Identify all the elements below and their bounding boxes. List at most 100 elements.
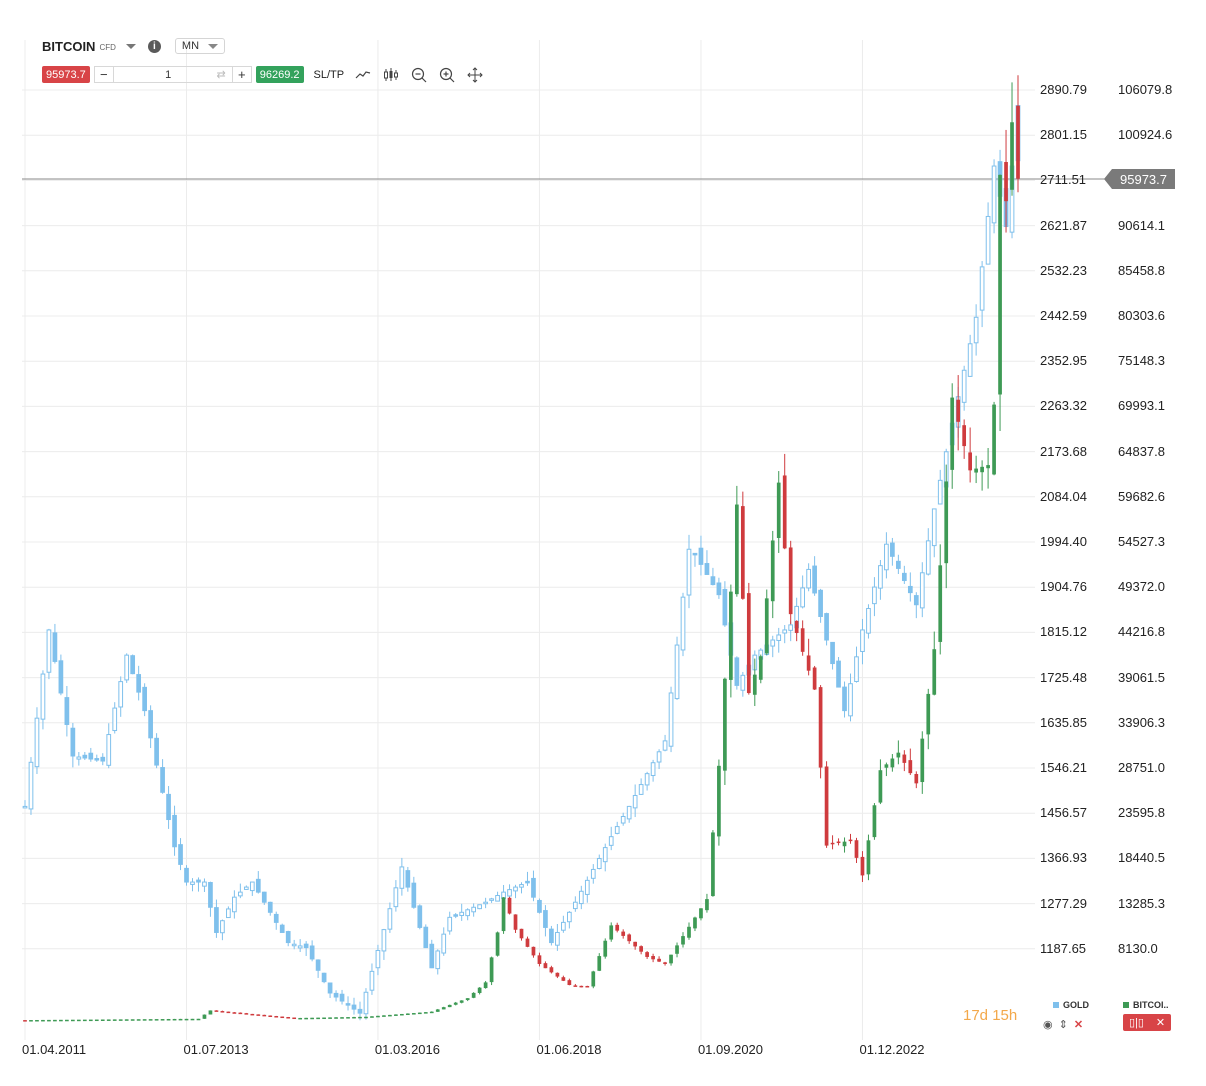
quantity-field[interactable]: 1 ⇄ (112, 67, 233, 82)
bitcoin-tick-label: 64837.8 (1118, 443, 1165, 459)
candle-body (106, 734, 112, 766)
candle-body (919, 572, 925, 609)
candle-body (699, 908, 703, 919)
candle-body (872, 805, 877, 838)
candle-body (298, 1017, 303, 1020)
bitcoin-tick-label: 85458.8 (1118, 262, 1165, 278)
candle-body (770, 540, 775, 602)
gold-tick-label: 2084.04 (1040, 488, 1087, 504)
candle-body (220, 1011, 225, 1013)
candles-icon[interactable] (382, 66, 400, 84)
bitcoin-legend-label: BITCOI.. (1133, 1000, 1169, 1010)
candle-body (65, 1019, 69, 1022)
candle-body (782, 629, 788, 634)
candles-icon[interactable]: ▯|▯ (1128, 1017, 1144, 1029)
candle-body (776, 482, 781, 538)
candle-body (202, 881, 207, 887)
candle-body (441, 933, 447, 954)
candle-body (118, 1019, 123, 1021)
candle-body (53, 1019, 57, 1022)
decrease-button[interactable]: − (99, 67, 108, 82)
candle-body (555, 972, 560, 977)
close-icon[interactable]: ✕ (1073, 1019, 1084, 1031)
candle-body (812, 667, 817, 690)
candle-body (435, 950, 441, 970)
candle-body (148, 1019, 153, 1021)
candle-body (100, 756, 106, 762)
sort-icon[interactable]: ⇕ (1058, 1019, 1068, 1031)
candle-body (992, 404, 996, 475)
candle-body (908, 760, 913, 774)
candle-body (124, 1019, 129, 1021)
candle-body (980, 466, 984, 473)
candle-body (507, 889, 512, 897)
candle-body (711, 832, 715, 897)
candle-body (334, 1017, 338, 1019)
candle-body (740, 674, 746, 691)
candle-body (519, 928, 524, 939)
symbol-name[interactable]: BITCOIN (42, 38, 96, 54)
candle-body (651, 955, 655, 960)
candle-body (675, 945, 679, 954)
candle-body (184, 867, 189, 883)
candle-body (938, 565, 943, 642)
sell-button[interactable]: 95973.7 (42, 66, 90, 83)
quantity-stepper[interactable]: − 1 ⇄ + (93, 66, 252, 83)
trade-bar: 95973.7 − 1 ⇄ + 96269.2 SL/TP (42, 65, 484, 84)
swap-icon[interactable]: ⇄ (216, 69, 226, 81)
candle-body (758, 656, 763, 680)
candle-body (872, 586, 877, 605)
instrument-header: BITCOIN CFD i MN (42, 36, 225, 56)
candle-body (717, 765, 721, 837)
candle-body (896, 560, 901, 569)
candle-body (202, 1014, 207, 1019)
candle-body (584, 879, 590, 895)
line-chart-icon[interactable] (354, 66, 372, 84)
candle-body (639, 946, 643, 952)
bitcoin-series-controls: ▯|▯ ✕ (1123, 1014, 1171, 1031)
bitcoin-tick-label: 23595.8 (1118, 805, 1165, 821)
close-icon[interactable]: ✕ (1155, 1017, 1166, 1029)
zoom-in-icon[interactable] (438, 66, 456, 84)
candle-body (160, 767, 165, 793)
candle-body (243, 886, 249, 890)
candle-body (650, 762, 656, 777)
x-tick-label: 01.04.2011 (22, 1042, 87, 1057)
bitcoin-tick-label: 106079.8 (1118, 82, 1173, 97)
x-tick-label: 01.09.2020 (697, 1042, 764, 1057)
candle-body (704, 563, 710, 575)
candle-body (669, 954, 673, 964)
candle-body (621, 931, 626, 936)
candle-body (961, 369, 967, 403)
move-icon[interactable] (466, 66, 484, 84)
candle-body (932, 649, 937, 695)
candle-body (321, 972, 327, 983)
candle-body (531, 946, 536, 956)
buy-button[interactable]: 96269.2 (255, 66, 304, 83)
candle-body (82, 1019, 87, 1022)
sltp-button[interactable]: SL/TP (313, 68, 345, 81)
candle-body (382, 1015, 386, 1017)
bitcoin-tick-label: 100924.6 (1118, 127, 1173, 143)
chevron-down-icon[interactable] (125, 43, 136, 49)
zoom-out-icon[interactable] (410, 66, 428, 84)
candle-body (274, 1016, 279, 1018)
bitcoin-tick-label: 39061.5 (1118, 669, 1165, 685)
candle-body (232, 1012, 237, 1014)
candle-body (315, 959, 321, 971)
candle-body (394, 1014, 398, 1016)
eye-icon[interactable]: ◉ (1043, 1019, 1053, 1031)
bitcoin-tick-label: 28751.0 (1118, 760, 1165, 775)
gold-tick-label: 1725.48 (1040, 669, 1087, 685)
info-icon[interactable]: i (147, 39, 161, 53)
timeframe-select[interactable]: MN (174, 38, 225, 54)
candle-body (824, 766, 829, 846)
candle-body (794, 620, 799, 633)
candle-body (687, 926, 691, 938)
candle-body (674, 644, 680, 700)
candle-body (346, 1017, 350, 1019)
increase-button[interactable]: + (237, 67, 246, 82)
candle-body (196, 1018, 201, 1021)
candle-body (968, 452, 972, 471)
